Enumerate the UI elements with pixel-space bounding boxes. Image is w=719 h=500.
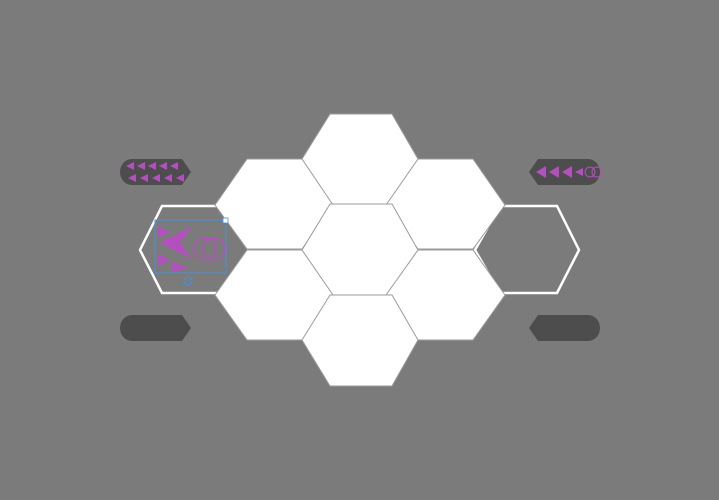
pill-top-left[interactable] — [120, 159, 191, 185]
resize-handle[interactable] — [222, 217, 229, 224]
arrow-triangle-icon — [536, 166, 583, 178]
hex-cluster — [214, 113, 506, 387]
ring-icon — [193, 237, 226, 261]
pill-bottom-right[interactable] — [529, 315, 600, 341]
pill-bottom-left[interactable] — [120, 315, 191, 341]
arrow-chevron-icon — [158, 226, 192, 272]
ring-icon — [584, 166, 603, 178]
arrow-triangle-icon — [126, 162, 184, 182]
pill-top-right[interactable] — [529, 159, 603, 185]
selected-glyph[interactable] — [158, 226, 226, 272]
selection-box[interactable] — [154, 217, 229, 286]
hex-tile-bottom[interactable] — [301, 294, 419, 387]
rotate-handle-icon[interactable] — [182, 276, 194, 286]
